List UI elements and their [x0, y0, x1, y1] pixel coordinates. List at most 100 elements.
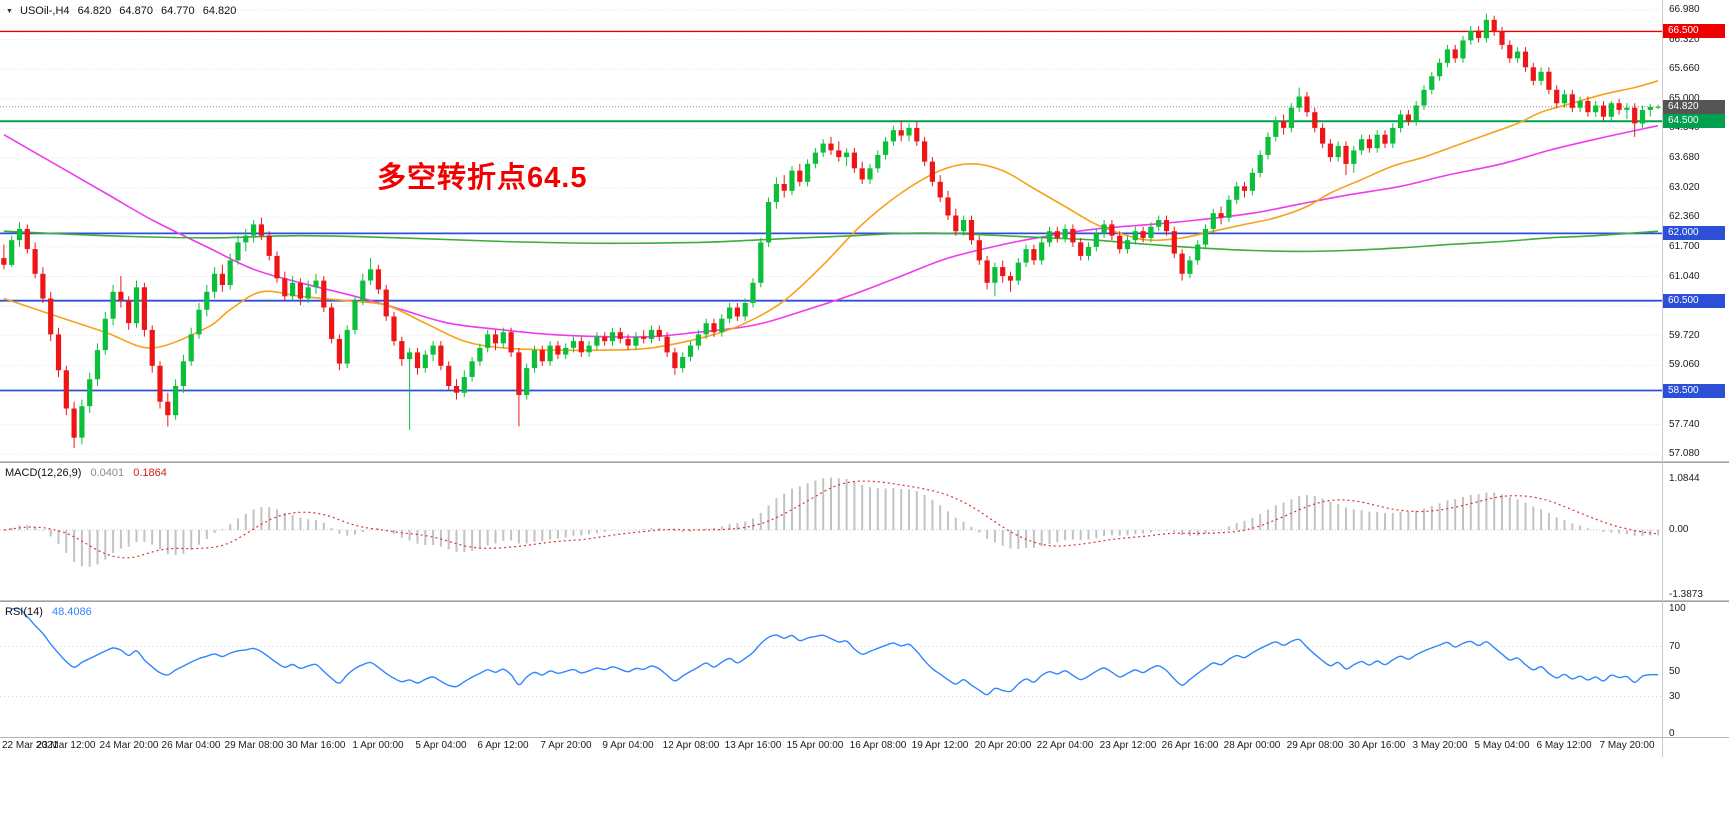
- candle: [438, 341, 444, 371]
- candle: [453, 379, 460, 400]
- time-axis-label: 24 Mar 20:00: [99, 740, 159, 751]
- candle: [1366, 134, 1372, 153]
- candle: [547, 341, 553, 366]
- candle: [875, 150, 881, 173]
- candle: [1117, 231, 1123, 254]
- candle: [399, 336, 405, 366]
- candle: [1608, 101, 1614, 122]
- candle: [71, 401, 77, 448]
- price-badge-66.500[interactable]: 66.500: [1663, 24, 1725, 38]
- candle: [1039, 237, 1045, 265]
- candle: [305, 280, 311, 303]
- candle: [446, 361, 452, 391]
- candle: [1624, 103, 1630, 119]
- candle: [711, 318, 717, 337]
- candle: [531, 345, 538, 373]
- candle: [1437, 58, 1443, 81]
- candle: [1281, 114, 1287, 135]
- candle: [48, 291, 54, 342]
- candle: [945, 190, 951, 220]
- time-axis-label: 23 Apr 12:00: [1099, 740, 1157, 751]
- time-axis-label: 7 Apr 20:00: [540, 740, 592, 751]
- candle: [789, 166, 795, 196]
- candle: [1187, 255, 1193, 279]
- candle: [781, 175, 787, 198]
- macd-axis-label: 1.0844: [1669, 473, 1700, 484]
- candle: [656, 325, 662, 342]
- candle: [828, 136, 834, 155]
- price-badge-58.500[interactable]: 58.500: [1663, 384, 1725, 398]
- rsi-panel-canvas[interactable]: [0, 602, 1662, 737]
- price-axis-label: 57.080: [1669, 448, 1700, 459]
- time-axis-label: 15 Apr 00:00: [786, 740, 844, 751]
- time-axis-label: 7 May 20:00: [1599, 740, 1655, 751]
- candle: [805, 159, 811, 187]
- candle: [1, 244, 7, 270]
- price-axis-label: 65.660: [1669, 63, 1700, 74]
- candle: [929, 157, 935, 187]
- candle: [602, 332, 608, 346]
- candle: [24, 224, 30, 254]
- candle: [906, 123, 912, 142]
- candle: [992, 262, 998, 297]
- candle: [734, 303, 740, 321]
- candle: [149, 325, 155, 373]
- annotation-text[interactable]: 多空转折点64.5: [377, 162, 588, 194]
- price-badge-60.500[interactable]: 60.500: [1663, 294, 1725, 308]
- price-badge-62.000[interactable]: 62.000: [1663, 226, 1725, 240]
- candle: [1546, 67, 1552, 95]
- candle: [1070, 224, 1076, 247]
- candle: [664, 332, 670, 357]
- candle: [461, 370, 467, 398]
- candle: [1343, 141, 1349, 176]
- candle: [727, 303, 733, 324]
- candle: [695, 329, 701, 351]
- panel-separator[interactable]: [0, 600, 1729, 602]
- candle: [797, 163, 803, 187]
- candle: [1616, 98, 1622, 115]
- candle: [578, 336, 584, 357]
- candle: [1374, 130, 1380, 153]
- candle: [890, 125, 896, 146]
- main-chart-canvas[interactable]: [0, 0, 1662, 461]
- chart-marker-triangle-icon[interactable]: ▼: [6, 7, 13, 15]
- rsi-axis-label: 100: [1669, 603, 1686, 614]
- candle: [719, 314, 725, 337]
- rsi-name: RSI(14): [5, 606, 43, 618]
- price-badge-64.500[interactable]: 64.500: [1663, 114, 1725, 128]
- candle: [1312, 107, 1318, 133]
- candle: [742, 298, 748, 321]
- candle: [617, 327, 623, 344]
- candle: [609, 327, 616, 346]
- candle: [266, 231, 272, 261]
- ohlc-high: 64.870: [119, 5, 153, 17]
- candle: [492, 329, 499, 351]
- candle: [133, 280, 140, 328]
- rsi-axis-label: 50: [1669, 666, 1681, 677]
- candle: [485, 329, 491, 353]
- current-price-badge: 64.820: [1663, 100, 1725, 114]
- panel-separator: [0, 737, 1729, 738]
- price-axis-label: 63.020: [1669, 182, 1700, 193]
- time-axis-label: 19 Apr 12:00: [911, 740, 969, 751]
- price-axis-border: [1662, 0, 1663, 757]
- candle: [1655, 104, 1661, 110]
- candle: [110, 285, 116, 326]
- macd-panel-canvas[interactable]: [0, 463, 1662, 600]
- candle: [1538, 67, 1544, 86]
- candle: [851, 148, 857, 173]
- time-axis-label: 30 Mar 16:00: [286, 740, 346, 751]
- candle: [87, 372, 93, 413]
- candle: [1265, 132, 1271, 160]
- time-axis-label: 16 Apr 08:00: [849, 740, 907, 751]
- candle: [922, 136, 928, 167]
- time-axis-label: 26 Mar 04:00: [161, 740, 221, 751]
- candle: [953, 208, 959, 236]
- candle: [563, 343, 569, 360]
- time-axis-label: 23 Mar 12:00: [36, 740, 96, 751]
- candle: [766, 197, 772, 247]
- panel-separator[interactable]: [0, 461, 1729, 463]
- candle: [516, 347, 522, 427]
- candle: [63, 365, 69, 416]
- rsi-axis-label: 30: [1669, 691, 1681, 702]
